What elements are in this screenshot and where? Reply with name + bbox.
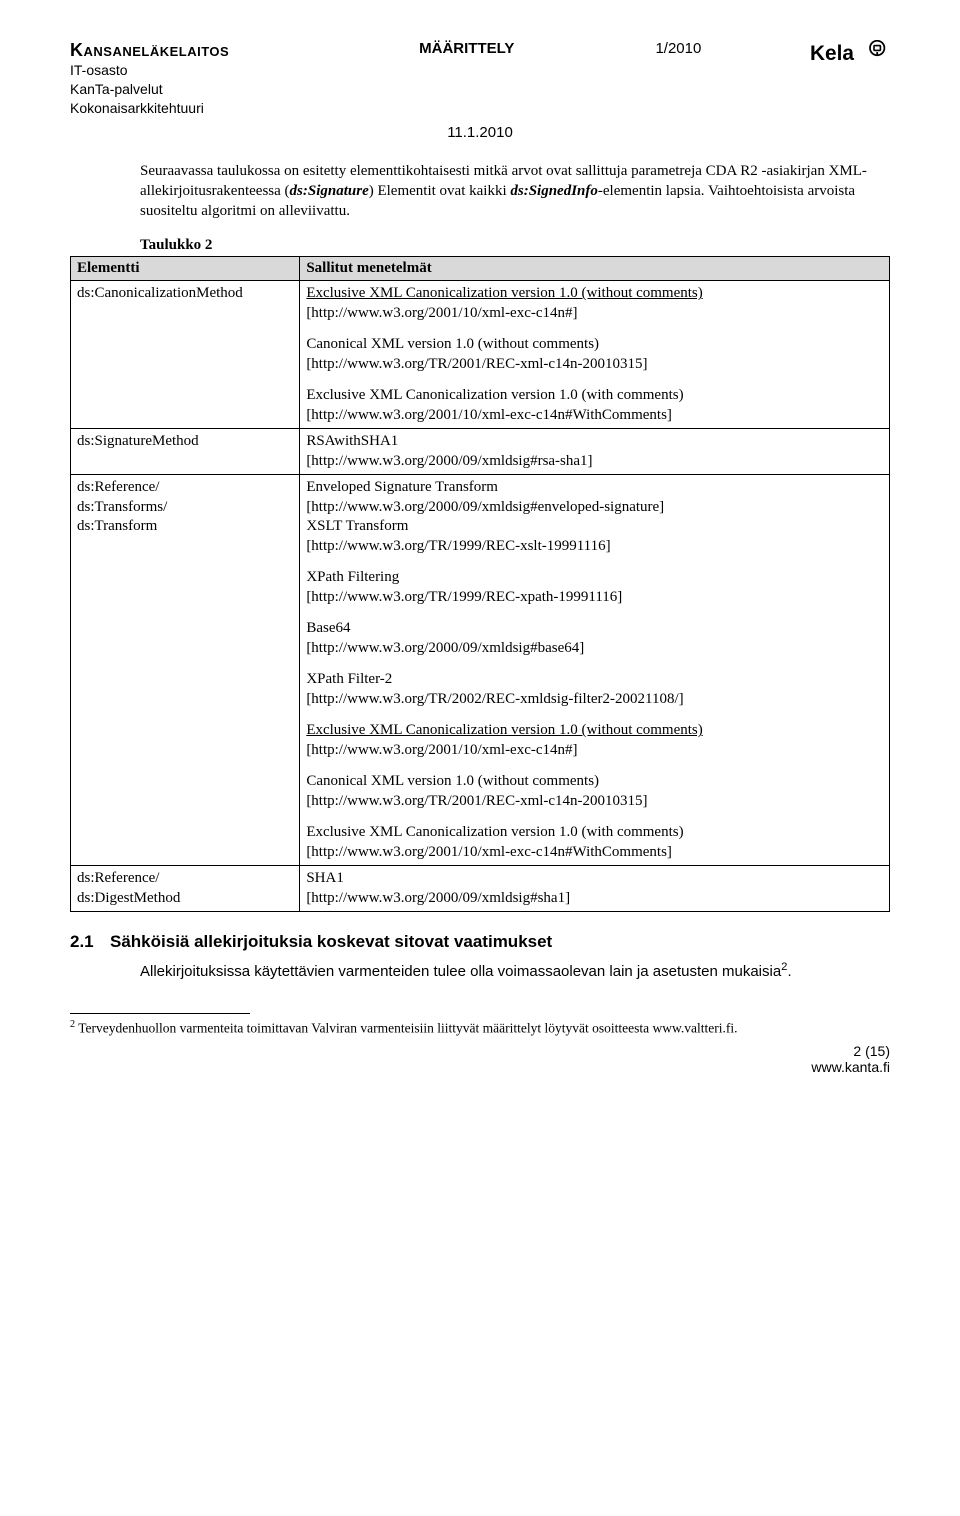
section-heading: 2.1 Sähköisiä allekirjoituksia koskevat … (70, 932, 890, 952)
doc-number: 1/2010 (599, 40, 758, 57)
page-header: Kansaneläkelaitos IT-osasto KanTa-palvel… (70, 40, 890, 118)
org-dept: IT-osasto (70, 61, 335, 80)
header-date: 11.1.2010 (70, 124, 890, 141)
page-footer: 2 (15) www.kanta.fi (70, 1043, 890, 1075)
footer-site: www.kanta.fi (811, 1059, 890, 1075)
cell-methods: Enveloped Signature Transform[http://www… (300, 475, 890, 866)
table-row: ds:SignatureMethodRSAwithSHA1[http://www… (71, 429, 890, 475)
spec-label: MÄÄRITTELY (335, 40, 600, 57)
cell-methods: Exclusive XML Canonicalization version 1… (300, 281, 890, 429)
footnote: 2 Terveydenhuollon varmenteita toimittav… (70, 1018, 890, 1037)
section-title: Sähköisiä allekirjoituksia koskevat sito… (110, 932, 552, 952)
footnote-rule (70, 1013, 250, 1014)
intro-paragraph: Seuraavassa taulukossa on esitetty eleme… (140, 161, 890, 222)
svg-text:Kela: Kela (810, 42, 854, 65)
table-caption: Taulukko 2 (140, 237, 890, 254)
section-body: Allekirjoituksissa käytettävien varmente… (140, 960, 890, 982)
org-name: Kansaneläkelaitos (70, 40, 335, 61)
section-number: 2.1 (70, 932, 110, 952)
table-row: ds:Reference/ds:DigestMethodSHA1[http://… (71, 866, 890, 912)
cell-element: ds:SignatureMethod (71, 429, 300, 475)
org-arch: Kokonaisarkkitehtuuri (70, 99, 335, 118)
methods-table: Elementti Sallitut menetelmät ds:Canonic… (70, 256, 890, 912)
cell-element: ds:Reference/ds:Transforms/ds:Transform (71, 475, 300, 866)
cell-element: ds:CanonicalizationMethod (71, 281, 300, 429)
cell-methods: RSAwithSHA1[http://www.w3.org/2000/09/xm… (300, 429, 890, 475)
page-number: 2 (15) (811, 1043, 890, 1059)
table-row: ds:CanonicalizationMethodExclusive XML C… (71, 281, 890, 429)
kela-logo: Kela (758, 40, 890, 72)
org-service: KanTa-palvelut (70, 80, 335, 99)
cell-methods: SHA1[http://www.w3.org/2000/09/xmldsig#s… (300, 866, 890, 912)
cell-element: ds:Reference/ds:DigestMethod (71, 866, 300, 912)
th-methods: Sallitut menetelmät (300, 257, 890, 281)
th-element: Elementti (71, 257, 300, 281)
table-row: ds:Reference/ds:Transforms/ds:TransformE… (71, 475, 890, 866)
